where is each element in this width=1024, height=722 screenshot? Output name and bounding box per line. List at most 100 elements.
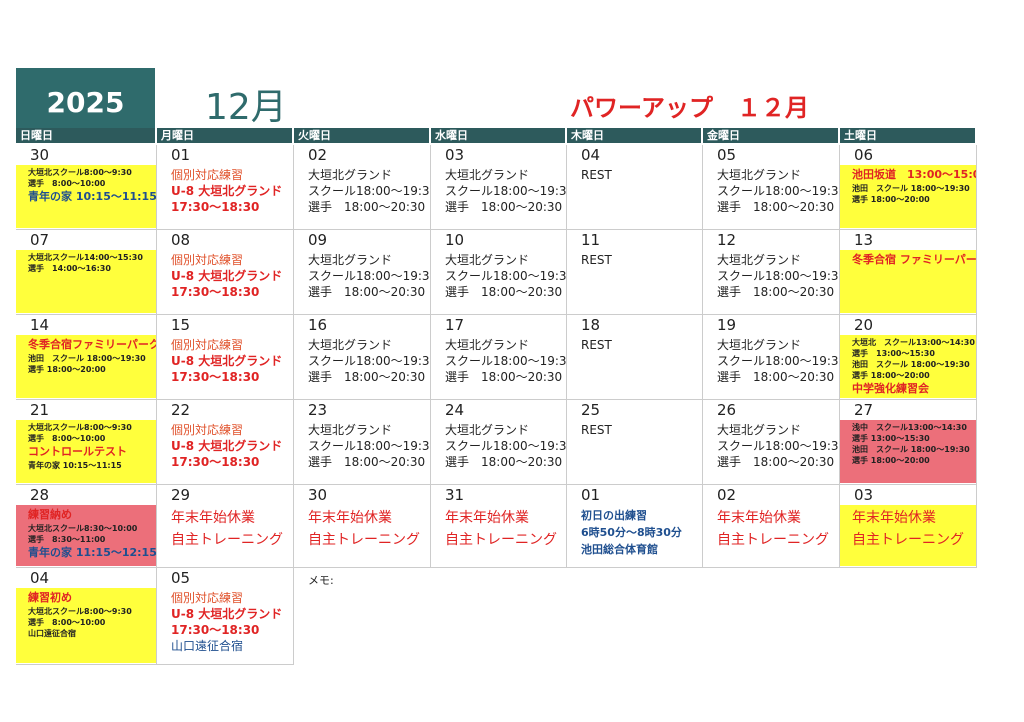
- weekday: 水曜日: [431, 128, 565, 143]
- cell-body: 年末年始休業 自主トレーニング: [157, 505, 293, 566]
- memo: メモ:: [308, 574, 334, 587]
- date: 28: [30, 486, 50, 504]
- schedule-line: 選手 18:00〜20:30: [717, 200, 835, 214]
- year: 2025: [46, 86, 125, 119]
- schedule-line: 大垣北グランド: [445, 253, 530, 267]
- schedule-line: 選手 18:00〜20:30: [445, 200, 563, 214]
- date: 01: [581, 486, 601, 504]
- cell-body: REST: [567, 165, 702, 228]
- date: 02: [308, 146, 328, 164]
- schedule-line: 年末年始休業: [852, 510, 936, 526]
- schedule-line: スクール18:00〜19:30: [445, 269, 567, 283]
- schedule-line: 自主トレーニング: [445, 532, 557, 548]
- schedule-line: 選手 18:00〜20:30: [308, 455, 426, 469]
- cell-body: REST: [567, 335, 702, 398]
- cell-body: 初日の出練習 6時50分〜8時30分 池田総合体育館: [567, 505, 702, 566]
- date: 08: [171, 231, 191, 249]
- cell-body: 大垣北グランドスクール18:00〜19:30 選手 18:00〜20:30: [431, 250, 566, 313]
- schedule-line: 大垣北スクール8:30〜10:00: [28, 524, 138, 533]
- date: 07: [30, 231, 50, 249]
- date: 02: [717, 486, 737, 504]
- schedule-line: 選手 18:00〜20:30: [308, 285, 426, 299]
- schedule-line: 自主トレーニング: [852, 532, 964, 548]
- date: 18: [581, 316, 601, 334]
- cell-body: 大垣北スクール8:00〜9:30 選手 8:00〜10:00 青年の家 10:15〜…: [16, 165, 156, 228]
- date: 20: [854, 316, 874, 334]
- day-cell: 27 浅中 スクール13:00〜14:30 選手 13:00〜15:30 池田 スクー…: [840, 400, 977, 485]
- date: 30: [308, 486, 328, 504]
- date: 01: [171, 146, 191, 164]
- day-cell: 25 REST: [567, 400, 703, 485]
- cell-body: 個別対応練習 U-8 大垣北グランド 17:30〜18:30: [157, 335, 293, 398]
- schedule-line: スクール18:00〜19:30: [308, 439, 431, 453]
- cell-body: 大垣北グランド スクール18:00〜19:30 選手 18:00〜20:30: [431, 335, 566, 398]
- schedule-line: 大垣北スクール8:00〜9:30: [28, 168, 132, 177]
- schedule-line: 選手 18:00〜20:00: [852, 195, 930, 204]
- date: 05: [717, 146, 737, 164]
- schedule-line: 個別対応練習: [171, 591, 244, 605]
- schedule-line: 選手 14:00〜16:30: [28, 264, 111, 273]
- cell-body: 大垣北グランド スクール18:00〜19:30 選手 18:00〜20:30: [294, 250, 430, 313]
- day-cell: 04 REST: [567, 145, 703, 230]
- schedule-line: 選手 18:00〜20:30: [445, 285, 563, 299]
- day-cell: 16 大垣北グランド スクール18:00〜19:30 選手 18:00〜20:30: [294, 315, 431, 400]
- schedule-line: 選手 18:00〜20:30: [308, 370, 426, 384]
- schedule-line: 初日の出練習: [581, 509, 647, 522]
- schedule-line: U-8 大垣北グランド: [171, 354, 283, 368]
- schedule-line: スクール18:00〜19:30: [445, 439, 567, 453]
- schedule-line: スクール18:00〜19:30: [445, 354, 567, 368]
- schedule-line: スクール18:00〜19:30: [308, 354, 431, 368]
- schedule-line: 自主トレーニング: [308, 532, 420, 548]
- cell-body: 大垣北グランド スクール18:00〜19:30 選手 18:00〜20:30: [431, 165, 566, 228]
- schedule-line: 選手 18:00〜20:30: [445, 455, 563, 469]
- day-cell: 26 大垣北グランド スクール18:00〜19:30 選手 18:00〜20:30: [703, 400, 840, 485]
- schedule-line: 選手 13:00〜15:30: [852, 349, 935, 358]
- date: 10: [445, 231, 465, 249]
- schedule-line: 選手 18:00〜20:30: [717, 455, 835, 469]
- schedule-line: 年末年始休業: [308, 510, 392, 526]
- schedule-line: 池田 スクール 18:00〜19:30: [852, 360, 970, 369]
- cell-body: 冬季合宿ファミリーパーク 池田 スクール 18:00〜19:30 選手 18:00〜…: [16, 335, 156, 398]
- date: 21: [30, 401, 50, 419]
- schedule-line: 17:30〜18:30: [171, 285, 260, 299]
- schedule-line: 大垣北グランド: [445, 338, 530, 352]
- day-cell: 03 年末年始休業自主トレーニング: [840, 485, 977, 568]
- year-box: [16, 68, 155, 130]
- schedule-line: スクール18:00〜19:30: [717, 269, 840, 283]
- schedule-line: 個別対応練習: [171, 168, 244, 182]
- date: 11: [581, 231, 601, 249]
- cell-body: 大垣北 スクール13:00〜14:30 選手 13:00〜15:30 池田 スクール…: [840, 335, 976, 398]
- schedule-line: 大垣北グランド: [308, 168, 393, 182]
- weekday: 火曜日: [294, 128, 429, 143]
- cell-body: 個別対応練習 U-8 大垣北グランド 17:30〜18:30: [157, 420, 293, 483]
- schedule-line: 大垣北グランド: [717, 253, 802, 267]
- date: 25: [581, 401, 601, 419]
- day-cell: 23 大垣北グランド スクール18:00〜19:30 選手 18:00〜20:30: [294, 400, 431, 485]
- schedule-line: 練習初め: [28, 591, 72, 604]
- day-cell: 29 年末年始休業 自主トレーニング: [157, 485, 294, 568]
- schedule-line: スクール18:00〜19:30: [717, 184, 840, 198]
- date: 19: [717, 316, 737, 334]
- schedule-line: 選手 18:00〜20:30: [717, 370, 835, 384]
- day-cell: 20 大垣北 スクール13:00〜14:30 選手 13:00〜15:30 池田 スク…: [840, 315, 977, 400]
- date: 03: [445, 146, 465, 164]
- day-cell: 01 個別対応練習 U-8 大垣北グランド 17:30〜18:30: [157, 145, 294, 230]
- schedule-line: 個別対応練習: [171, 253, 244, 267]
- weekday: 日曜日: [16, 128, 155, 143]
- day-cell: 22 個別対応練習 U-8 大垣北グランド 17:30〜18:30: [157, 400, 294, 485]
- schedule-line: 大垣北スクール8:00〜9:30: [28, 423, 132, 432]
- schedule-line: 年末年始休業: [717, 510, 801, 526]
- day-cell: 10 大垣北グランドスクール18:00〜19:30 選手 18:00〜20:30: [431, 230, 567, 315]
- schedule-line: 選手 18:00〜20:30: [717, 285, 835, 299]
- schedule-line: 冬季合宿ファミリーパーク: [28, 338, 157, 351]
- day-cell: 09 大垣北グランド スクール18:00〜19:30 選手 18:00〜20:30: [294, 230, 431, 315]
- date: 24: [445, 401, 465, 419]
- schedule-line: 大垣北グランド: [717, 168, 802, 182]
- schedule-line: 年末年始休業: [445, 510, 529, 526]
- schedule-line: 選手 18:00〜20:00: [28, 365, 106, 374]
- day-cell: 05 大垣北グランドスクール18:00〜19:30 選手 18:00〜20:30: [703, 145, 840, 230]
- day-cell: 30 大垣北スクール8:00〜9:30 選手 8:00〜10:00 青年の家 10:1…: [16, 145, 157, 230]
- date: 03: [854, 486, 874, 504]
- date: 12: [717, 231, 737, 249]
- date: 30: [30, 146, 50, 164]
